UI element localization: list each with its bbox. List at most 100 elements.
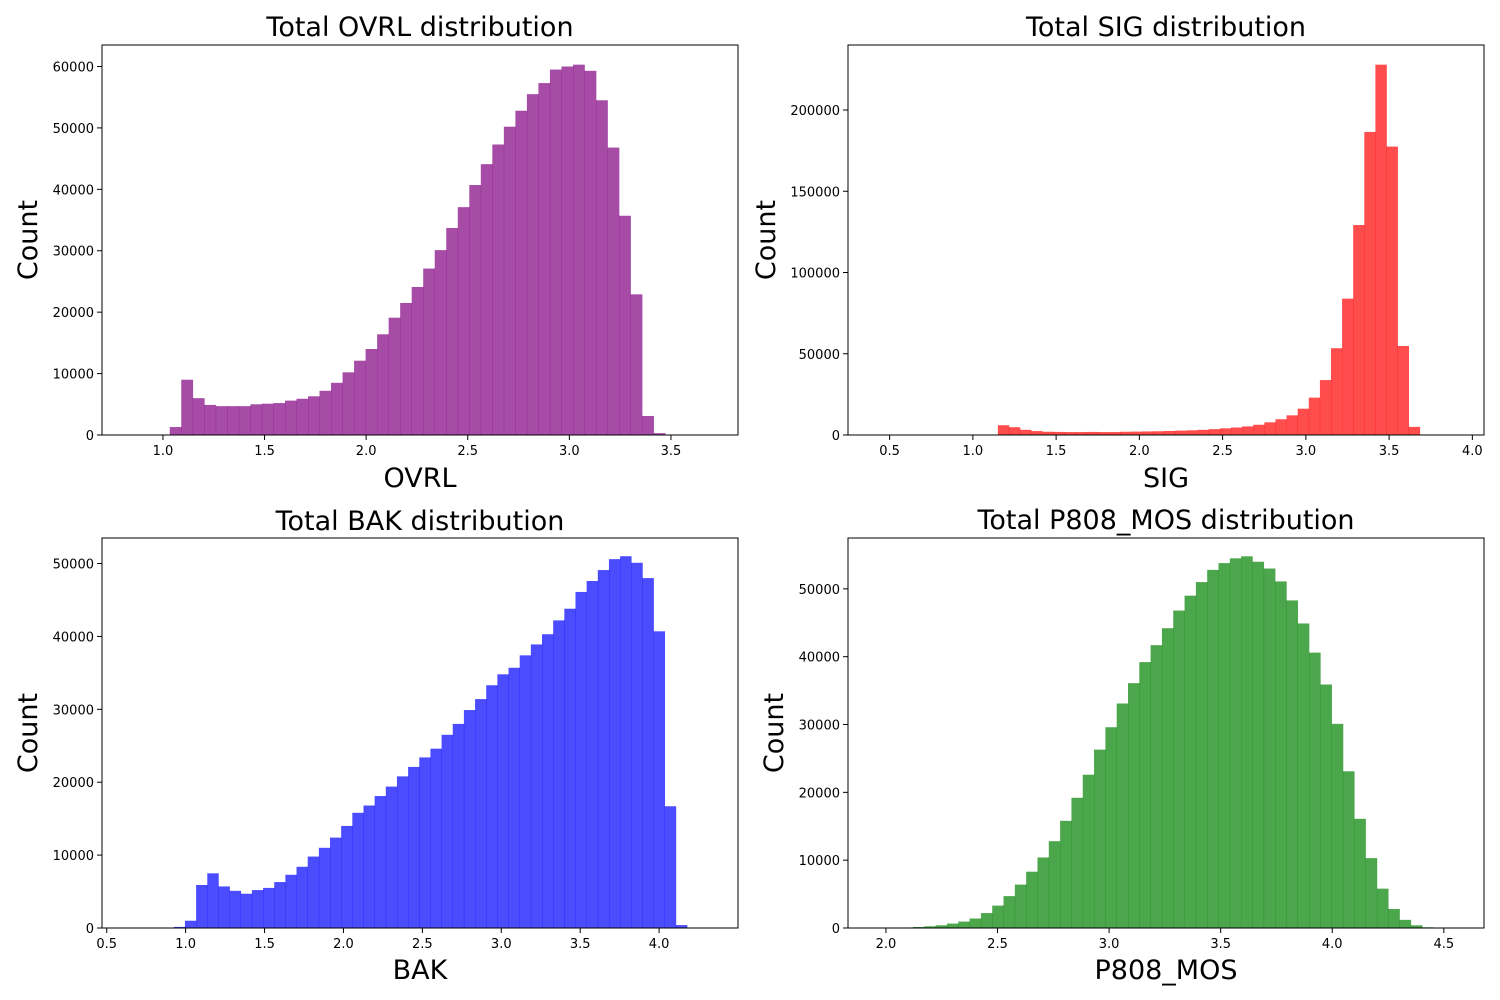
histogram-bar	[352, 812, 364, 928]
y-tick-label: 30000	[53, 245, 94, 260]
x-tick-label: 1.5	[254, 937, 275, 952]
bars-group	[169, 64, 666, 436]
y-tick-label: 20000	[53, 306, 94, 321]
histogram-bar	[958, 921, 970, 928]
histogram-bar	[1331, 723, 1344, 928]
x-ticks: 1.0 1.5 2.0 2.5 3.0 3.5	[153, 435, 681, 459]
histogram-bar	[229, 890, 242, 928]
histogram-bar	[480, 164, 493, 435]
histogram-bar	[1164, 430, 1176, 435]
histogram-bar	[608, 559, 621, 928]
histogram-bar	[1263, 568, 1276, 928]
histogram-bar	[503, 126, 516, 435]
plot-frame	[101, 44, 739, 436]
x-tick-label: 2.0	[876, 937, 897, 952]
histogram-bar	[363, 805, 375, 928]
histogram-bar	[1186, 430, 1199, 435]
histogram-bar	[935, 925, 948, 928]
histogram-bar	[1020, 429, 1032, 435]
histogram-bar	[642, 415, 654, 435]
histogram-bar	[408, 766, 420, 928]
histogram-bar	[992, 905, 1004, 928]
x-tick-label: 0.5	[96, 937, 117, 952]
y-ticks: 0 10000 20000 30000 40000 50000	[53, 558, 102, 937]
histogram-bar	[1042, 431, 1054, 435]
histogram-bar	[1094, 749, 1106, 928]
histogram-bar	[365, 349, 378, 435]
histogram-bar	[1031, 431, 1043, 435]
histogram-bar	[553, 620, 565, 928]
y-tick-label: 40000	[53, 183, 94, 198]
x-tick-label: 2.5	[457, 444, 478, 459]
y-axis-label: Count	[13, 693, 44, 773]
y-tick-label: 0	[86, 922, 94, 937]
histogram-bar	[1131, 431, 1143, 435]
histogram-bar	[1375, 64, 1387, 435]
histogram-bar	[192, 398, 205, 435]
histogram-bar	[342, 372, 355, 435]
histogram-bar	[1410, 925, 1423, 928]
x-tick-label: 1.0	[963, 444, 984, 459]
histogram-bar	[1218, 563, 1231, 928]
x-tick-label: 2.0	[356, 444, 377, 459]
histogram-bar	[1330, 348, 1343, 435]
y-tick-label: 100000	[790, 267, 840, 282]
histogram-bar	[240, 893, 253, 928]
histogram-bar	[1184, 595, 1197, 928]
plot-frame	[847, 537, 1485, 929]
histogram-bar	[263, 887, 275, 928]
histogram-bar	[261, 403, 274, 435]
histogram-bar	[1173, 610, 1185, 928]
x-ticks: 0.5 1.0 1.5 2.0 2.5 3.0 3.5 4.0	[879, 435, 1483, 459]
y-tick-label: 10000	[799, 854, 840, 869]
histogram-bar	[1297, 623, 1310, 928]
histogram-bar	[307, 856, 320, 928]
x-axis-label: SIG	[1143, 463, 1189, 494]
x-tick-label: 1.0	[153, 444, 174, 459]
histogram-bar	[653, 433, 666, 435]
panel-bak: Total BAK distribution 0.5 1.0 1.5 2.0 2.5 3.…	[13, 506, 739, 986]
chart-title: Total BAK distribution	[275, 506, 565, 537]
histogram-bar	[469, 185, 482, 435]
histogram-bar	[1037, 857, 1050, 928]
y-tick-label: 200000	[790, 104, 840, 119]
y-tick-label: 10000	[53, 368, 94, 383]
histogram-bar	[519, 655, 532, 928]
histogram-bar	[497, 674, 509, 928]
chart-title: Total P808_MOS distribution	[976, 505, 1354, 536]
histogram-bar	[227, 406, 240, 435]
x-tick-label: 3.0	[1296, 444, 1317, 459]
histogram-bar	[1229, 558, 1242, 928]
histogram-bar	[1086, 431, 1099, 435]
histogram-bar	[330, 837, 342, 928]
histogram-bar	[284, 400, 297, 435]
histogram-bar	[1253, 424, 1265, 435]
x-tick-label: 1.5	[1046, 444, 1067, 459]
y-tick-label: 30000	[53, 703, 94, 718]
histogram-bar	[1116, 703, 1129, 928]
histogram-bar	[1195, 582, 1208, 928]
histogram-bar	[319, 390, 332, 435]
histogram-bar	[251, 890, 264, 928]
histogram-bar	[374, 796, 387, 928]
histogram-bar	[1320, 684, 1332, 928]
y-tick-label: 30000	[799, 719, 840, 734]
histogram-bar	[1064, 432, 1076, 435]
histogram-bar	[1364, 131, 1376, 435]
histogram-bar	[1275, 419, 1287, 435]
x-tick-label: 2.0	[1129, 444, 1150, 459]
y-axis-label: Count	[751, 200, 782, 280]
y-tick-label: 50000	[53, 558, 94, 573]
plot-frame	[101, 537, 739, 929]
histogram-bar	[423, 268, 436, 435]
y-tick-label: 150000	[790, 185, 840, 200]
bars-group	[890, 556, 1434, 928]
y-tick-label: 0	[832, 429, 840, 444]
x-tick-label: 3.5	[570, 937, 591, 952]
y-tick-label: 20000	[53, 776, 94, 791]
histogram-bar	[218, 886, 230, 928]
histogram-bar	[1241, 556, 1253, 928]
histogram-bar	[924, 926, 936, 928]
histogram-bar	[173, 926, 186, 928]
